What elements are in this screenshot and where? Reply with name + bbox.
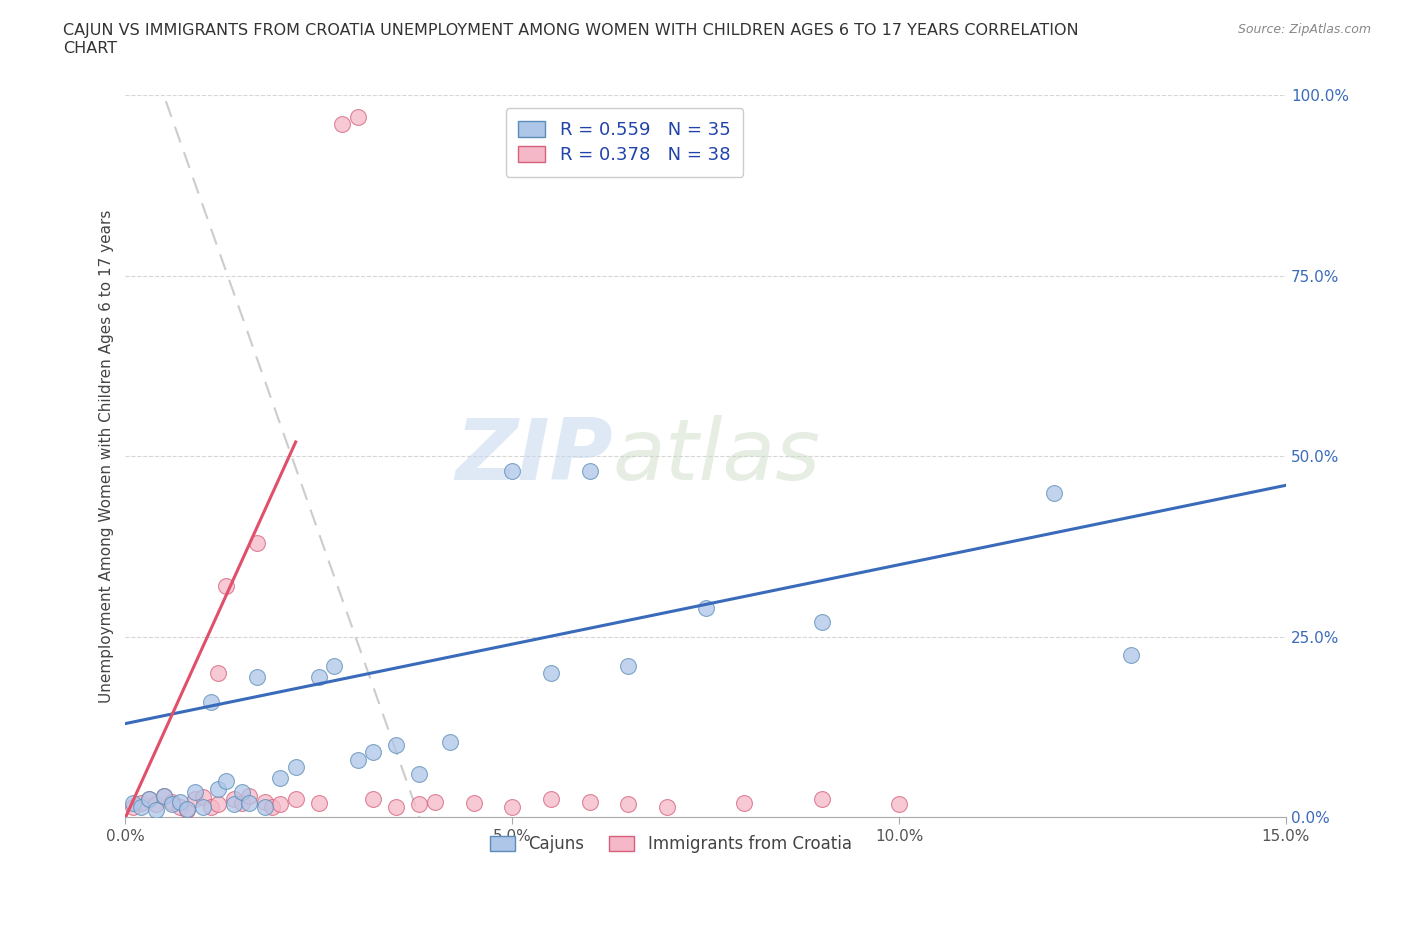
Point bbox=[262, 799, 284, 814]
Point bbox=[1121, 647, 1143, 662]
Point bbox=[160, 794, 183, 809]
Point bbox=[138, 792, 160, 807]
Point bbox=[145, 797, 167, 812]
Point bbox=[501, 463, 523, 478]
Point bbox=[463, 795, 485, 810]
Point bbox=[617, 658, 640, 673]
Text: Source: ZipAtlas.com: Source: ZipAtlas.com bbox=[1237, 23, 1371, 36]
Point bbox=[346, 110, 368, 125]
Point bbox=[501, 799, 523, 814]
Point bbox=[191, 790, 214, 804]
Point bbox=[308, 670, 330, 684]
Point bbox=[887, 797, 910, 812]
Point bbox=[617, 797, 640, 812]
Point bbox=[200, 799, 222, 814]
Point bbox=[122, 799, 145, 814]
Point bbox=[160, 797, 183, 812]
Point bbox=[323, 658, 346, 673]
Point bbox=[207, 666, 229, 681]
Point bbox=[169, 794, 191, 809]
Point bbox=[269, 770, 291, 785]
Point bbox=[284, 760, 307, 775]
Point bbox=[810, 615, 832, 630]
Point bbox=[439, 734, 461, 749]
Point bbox=[207, 797, 229, 812]
Point bbox=[408, 797, 430, 812]
Point bbox=[408, 766, 430, 781]
Point bbox=[238, 789, 260, 804]
Point bbox=[253, 794, 276, 809]
Point bbox=[200, 695, 222, 710]
Point bbox=[578, 463, 600, 478]
Point bbox=[222, 792, 245, 807]
Point bbox=[153, 789, 176, 804]
Point bbox=[361, 792, 384, 807]
Point bbox=[423, 794, 446, 809]
Point bbox=[361, 745, 384, 760]
Point bbox=[207, 781, 229, 796]
Point bbox=[231, 785, 253, 800]
Point bbox=[253, 799, 276, 814]
Point bbox=[655, 799, 678, 814]
Point bbox=[540, 666, 562, 681]
Point bbox=[385, 737, 408, 752]
Point bbox=[169, 799, 191, 814]
Point bbox=[733, 795, 755, 810]
Point bbox=[385, 799, 408, 814]
Point bbox=[122, 795, 145, 810]
Point bbox=[308, 795, 330, 810]
Point bbox=[540, 792, 562, 807]
Point bbox=[184, 785, 207, 800]
Point bbox=[238, 795, 260, 810]
Point bbox=[346, 752, 368, 767]
Point bbox=[246, 536, 269, 551]
Point bbox=[284, 792, 307, 807]
Point bbox=[269, 797, 291, 812]
Point bbox=[184, 792, 207, 807]
Point bbox=[129, 799, 152, 814]
Point bbox=[246, 670, 269, 684]
Point bbox=[222, 797, 245, 812]
Point bbox=[129, 795, 152, 810]
Point bbox=[153, 789, 176, 804]
Text: CAJUN VS IMMIGRANTS FROM CROATIA UNEMPLOYMENT AMONG WOMEN WITH CHILDREN AGES 6 T: CAJUN VS IMMIGRANTS FROM CROATIA UNEMPLO… bbox=[63, 23, 1078, 56]
Point bbox=[145, 803, 167, 817]
Point bbox=[330, 117, 353, 132]
Point bbox=[578, 794, 600, 809]
Text: atlas: atlas bbox=[613, 415, 821, 498]
Point bbox=[138, 792, 160, 807]
Point bbox=[215, 774, 238, 789]
Point bbox=[176, 803, 198, 817]
Y-axis label: Unemployment Among Women with Children Ages 6 to 17 years: Unemployment Among Women with Children A… bbox=[100, 210, 114, 703]
Point bbox=[191, 799, 214, 814]
Point bbox=[1043, 485, 1066, 500]
Point bbox=[215, 578, 238, 593]
Point bbox=[176, 802, 198, 817]
Point bbox=[695, 601, 717, 616]
Legend: Cajuns, Immigrants from Croatia: Cajuns, Immigrants from Croatia bbox=[484, 829, 859, 859]
Point bbox=[810, 792, 832, 807]
Point bbox=[231, 795, 253, 810]
Text: ZIP: ZIP bbox=[456, 415, 613, 498]
